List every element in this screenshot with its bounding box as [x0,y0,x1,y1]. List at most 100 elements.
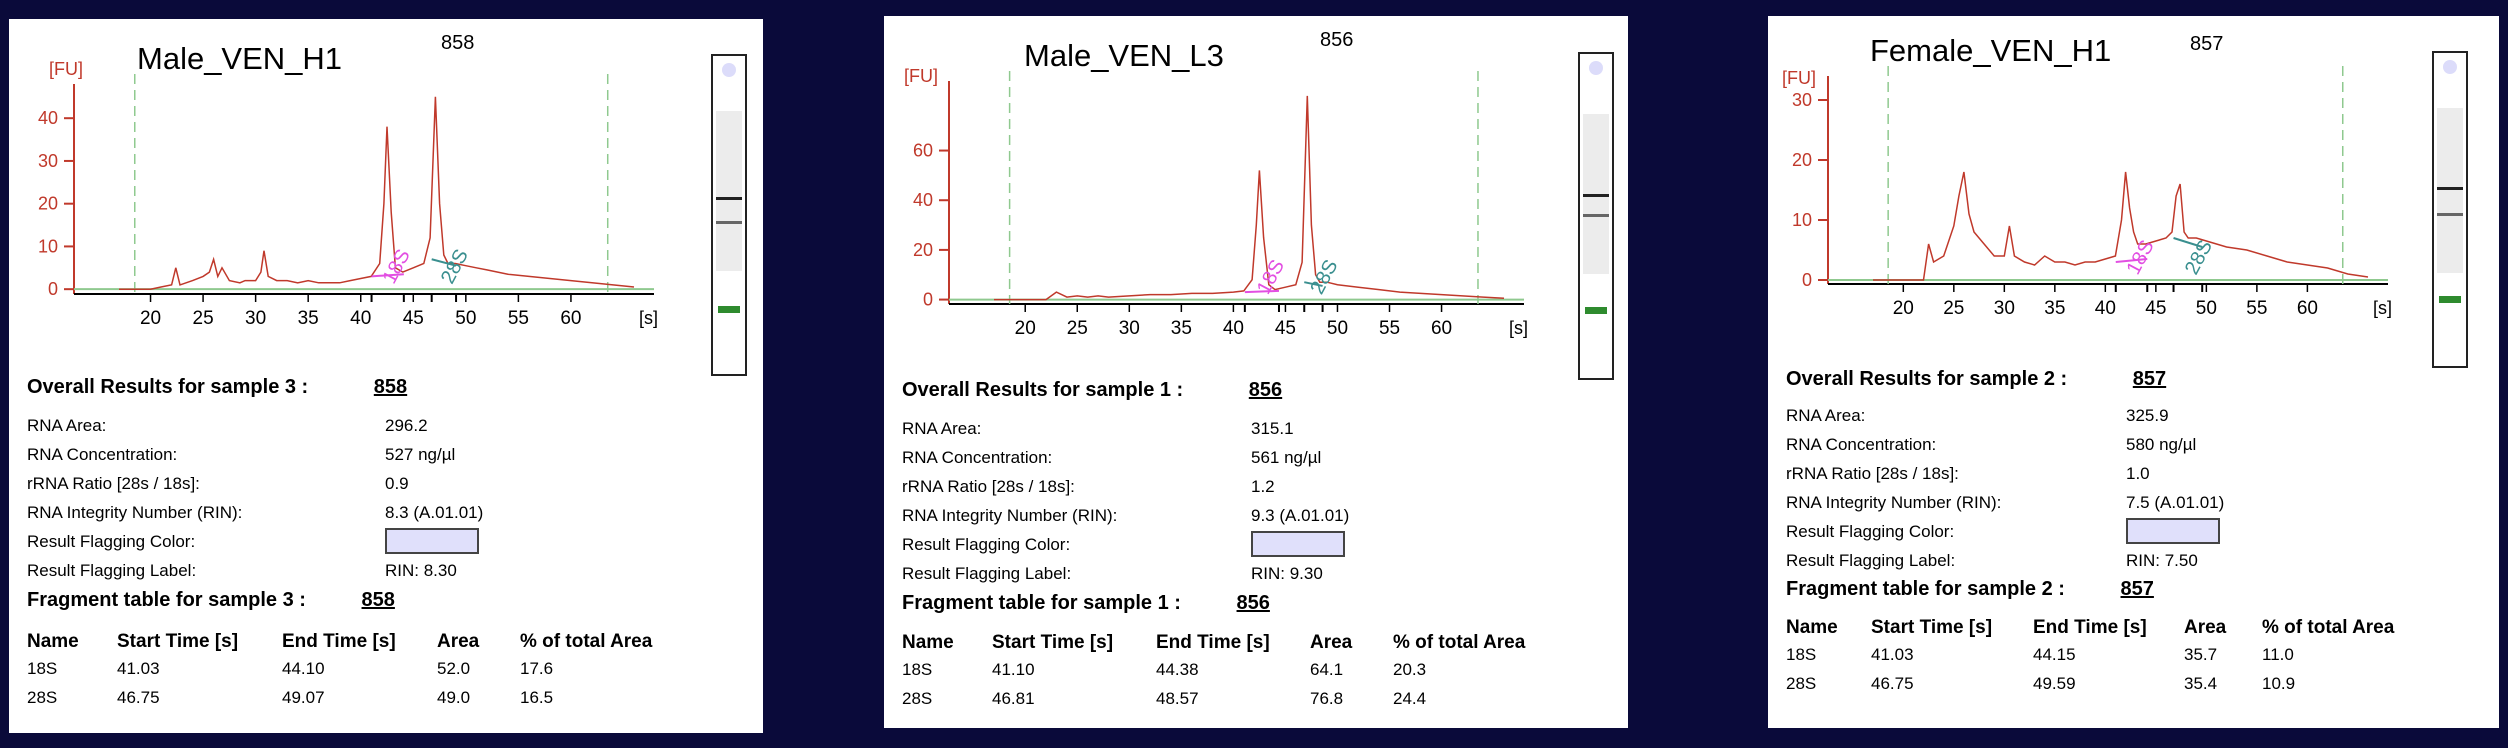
overall-results: Overall Results for sample 1 : 856 RNA A… [902,379,1622,719]
gel-marker-band [1585,307,1607,314]
fragment-heading-label: Fragment table for sample 3 : [27,589,306,611]
table-cell: 28S [27,688,58,707]
gel-lane [711,54,747,376]
table-cell: 35.7 [2184,645,2218,664]
x-tick-label: 55 [1379,318,1400,339]
electropherogram-chart: Male_VEN_L3 856 [FU] 0 20 40 60 20 25 30 35 40 45 50 5… [904,29,1528,339]
result-label: RNA Concentration: [27,445,178,464]
result-label: RNA Concentration: [902,448,1053,467]
flag-color-swatch [2126,518,2220,544]
y-tick-label: 40 [38,108,58,128]
peak-28s-baseline [2173,237,2203,248]
y-tick-label: 0 [48,279,58,299]
result-label: Result Flagging Label: [902,564,1072,583]
y-tick-label: 60 [913,141,933,161]
result-value: 561 ng/µl [1251,448,1322,467]
results-heading-label: Overall Results for sample 3 : [27,376,309,398]
table-cell: 44.10 [282,659,325,678]
table-cell: 44.15 [2033,645,2076,664]
results-heading-label: Overall Results for sample 1 : [902,379,1184,401]
col-header: End Time [s] [2033,617,2147,638]
fragment-heading-label: Fragment table for sample 1 : [902,592,1181,614]
table-cell: 28S [1786,674,1817,693]
gel-marker-band [718,306,740,313]
x-tick-label: 30 [1119,318,1140,339]
y-tick-label: 10 [1792,210,1812,230]
gel-band-18s [2437,213,2463,216]
table-cell: 41.03 [117,659,160,678]
col-header: % of total Area [520,631,653,652]
col-header: End Time [s] [282,631,396,652]
table-cell: 41.10 [992,660,1035,679]
chart-title: Male_VEN_H1 [137,41,342,76]
electropherogram-trace [119,96,635,290]
x-tick-label: 20 [1015,318,1036,339]
y-tick-label: 30 [38,151,58,171]
x-tick-label: 45 [1275,318,1296,339]
x-tick-label: 45 [403,308,424,329]
chart-sample-id: 857 [2190,33,2223,55]
chart-sample-id: 856 [1320,29,1353,51]
gel-marker-dot [1589,61,1603,75]
result-value: 527 ng/µl [385,445,456,464]
chart-sample-id: 858 [441,32,474,54]
electropherogram-chart: Male_VEN_H1 858 [FU] 0 10 20 30 40 20 25 30 35 40 45 5… [38,32,658,329]
table-cell: 76.8 [1310,689,1344,708]
x-axis-label: [s] [2373,298,2392,318]
result-value: 7.5 (A.01.01) [2126,493,2225,512]
table-cell: 46.75 [117,688,160,707]
peak-28s-baseline [1304,281,1323,287]
x-tick-label: 45 [2145,298,2166,319]
results-sample-id: 857 [2132,368,2167,390]
sample-panel: Male_VEN_H1 858 [FU] 0 10 20 30 40 20 25 30 35 40 45 5… [9,19,763,733]
gel-band-28s [716,197,742,200]
result-label: Result Flagging Label: [1786,551,1956,570]
results-heading: Overall Results for sample 2 : 857 [1786,368,2166,391]
y-tick-label: 0 [923,290,933,310]
flag-color-swatch [385,528,479,554]
fragment-heading: Fragment table for sample 1 : 856 [902,592,1270,615]
gel-band-28s [2437,187,2463,190]
table-cell: 41.03 [1871,645,1914,664]
col-header: Start Time [s] [1871,617,1993,638]
gel-band-18s [716,221,742,224]
table-cell: 10.9 [2262,674,2296,693]
table-cell: 18S [902,660,933,679]
table-cell: 35.4 [2184,674,2218,693]
overall-results: Overall Results for sample 3 : 858 RNA A… [27,376,747,736]
y-tick-label: 20 [1792,150,1812,170]
table-cell: 44.38 [1156,660,1199,679]
x-axis-label: [s] [639,308,658,328]
x-tick-label: 60 [1431,318,1452,339]
x-tick-label: 30 [245,308,266,329]
x-tick-label: 60 [560,308,581,329]
x-tick-label: 25 [1067,318,1088,339]
peak-label-18s: 18S [379,246,415,288]
gel-smear [716,111,742,271]
y-tick-label: 10 [38,236,58,256]
x-tick-label: 20 [140,308,161,329]
col-header: Start Time [s] [992,632,1114,653]
result-label: RNA Concentration: [1786,435,1937,454]
results-heading: Overall Results for sample 1 : 856 [902,379,1282,402]
result-label: RNA Area: [1786,406,1866,425]
x-tick-label: 35 [1171,318,1192,339]
x-tick-label: 30 [1994,298,2015,319]
y-tick-label: 0 [1802,270,1812,290]
y-tick-label: 20 [38,194,58,214]
y-tick-label: 30 [1792,90,1812,110]
chart-title: Female_VEN_H1 [1870,33,2111,68]
gel-smear [2437,108,2463,273]
result-value: RIN: 9.30 [1251,564,1323,583]
x-tick-label: 50 [1327,318,1348,339]
col-header: Name [902,632,954,653]
gel-lane [2432,51,2468,368]
table-cell: 49.07 [282,688,325,707]
x-tick-label: 50 [455,308,476,329]
col-header: Start Time [s] [117,631,239,652]
gel-lane [1578,52,1614,380]
result-value: 315.1 [1251,419,1294,438]
result-value: 1.0 [2126,464,2150,483]
result-label: Result Flagging Color: [1786,522,1955,541]
overall-results: Overall Results for sample 2 : 857 RNA A… [1786,368,2486,713]
